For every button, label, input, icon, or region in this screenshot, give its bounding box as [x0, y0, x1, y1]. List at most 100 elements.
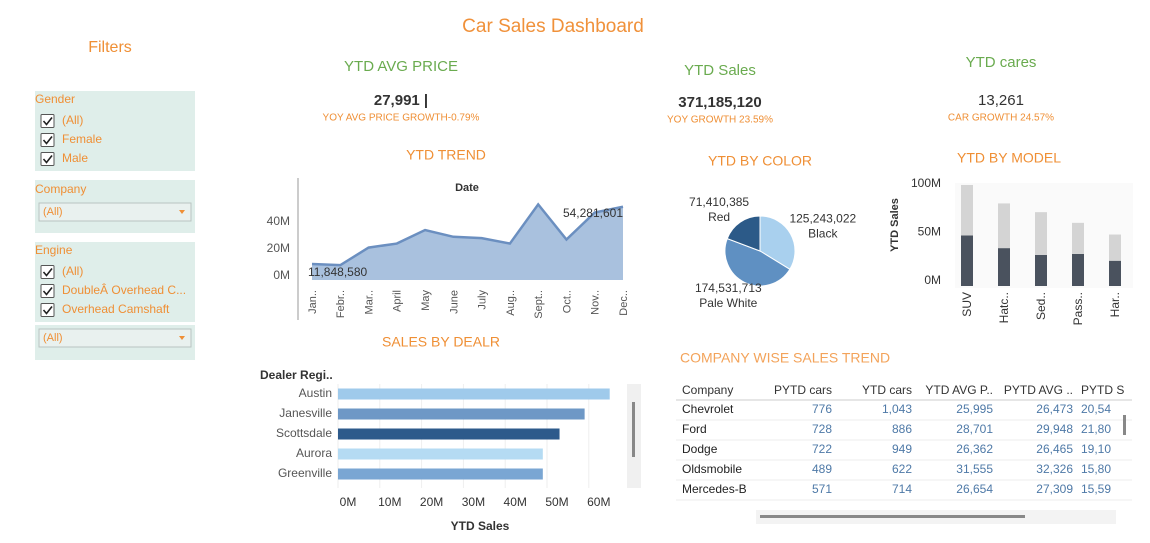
table-cell: 776 — [812, 402, 832, 416]
checkbox[interactable] — [40, 284, 55, 298]
table-cell: 489 — [812, 462, 832, 476]
table-cell: 622 — [892, 462, 912, 476]
checkbox-option[interactable]: Female — [40, 132, 102, 147]
dropdown[interactable]: (All) — [38, 202, 192, 222]
dropdown-box[interactable] — [38, 202, 192, 222]
y-tick-label: 0M — [924, 273, 941, 287]
column-header: YTD cars — [862, 383, 912, 397]
dropdown-box[interactable] — [38, 328, 192, 348]
y-tick-label: 100M — [911, 176, 941, 190]
option-label: (All) — [62, 113, 83, 127]
bar-segment — [1035, 212, 1047, 255]
x-tick-label: May — [420, 290, 432, 311]
table-cell: 32,326 — [1036, 462, 1073, 476]
x-tick-label: Hatc.. — [997, 292, 1011, 323]
x-tick-label: Febr.. — [335, 290, 347, 318]
check-mark — [42, 287, 53, 296]
table-cell: 1,043 — [882, 402, 912, 416]
y-tick-label: Aurora — [296, 446, 332, 460]
table-cell: 714 — [892, 482, 912, 496]
x-tick-label: 50M — [545, 495, 568, 509]
option-label: Male — [62, 151, 88, 165]
checkbox-option[interactable]: (All) — [40, 264, 83, 279]
chart-title: YTD TREND — [406, 147, 486, 163]
kpi-value: 27,991 | — [374, 92, 428, 109]
table-cell: 26,654 — [956, 482, 993, 496]
kpi-value: 371,185,120 — [678, 94, 761, 111]
checkbox-option[interactable]: Male — [40, 151, 88, 166]
bar — [338, 448, 543, 460]
table-cell: 26,465 — [1036, 442, 1073, 456]
column-header: YTD AVG P.. — [925, 383, 993, 397]
dropdown-arrow — [179, 336, 185, 340]
y-tick-label: Janesville — [279, 406, 332, 420]
scrollbar-thumb[interactable] — [632, 402, 635, 457]
checkbox-option[interactable]: DoubleÂ Overhead C... — [40, 282, 186, 298]
bar — [338, 428, 560, 440]
bar-segment — [998, 248, 1010, 286]
checkbox[interactable] — [40, 303, 55, 317]
kpi-growth: YOY AVG PRICE GROWTH-0.79% — [323, 113, 480, 124]
table-cell: 728 — [812, 422, 832, 436]
table-cell: 571 — [812, 482, 832, 496]
table-cell: 886 — [892, 422, 912, 436]
filter-panel — [35, 242, 195, 322]
table: Company PYTD cars YTD cars YTD AVG P.. PYTD … — [676, 380, 1132, 510]
chart-subtitle: Date — [455, 182, 479, 194]
y-tick-label: 40M — [267, 214, 290, 228]
bar-segment — [961, 235, 973, 286]
option-label: Female — [62, 132, 102, 146]
y-tick-label: Scottsdale — [276, 426, 332, 440]
checkbox-option[interactable]: Overhead Camshaft — [40, 302, 170, 317]
table-background — [676, 380, 1132, 510]
x-tick-label: 60M — [587, 495, 610, 509]
check-mark — [42, 117, 53, 126]
kpi-title: YTD cares — [966, 54, 1037, 71]
scrollbar-horizontal[interactable] — [760, 515, 1025, 518]
pie-value-label: 71,410,385 — [689, 195, 749, 209]
checkbox[interactable] — [40, 114, 55, 128]
x-tick-label: Mar.. — [363, 290, 375, 314]
dropdown-value: (All) — [43, 206, 63, 218]
chart-title: YTD BY MODEL — [957, 150, 1061, 166]
data-label: 11,848,580 — [308, 265, 367, 279]
check-mark — [42, 155, 53, 164]
bar — [338, 468, 543, 480]
check-mark — [42, 306, 53, 315]
table-cell: Chevrolet — [682, 402, 734, 416]
pie-category-label: Black — [808, 227, 838, 241]
kpi-growth: YOY GROWTH 23.59% — [667, 115, 773, 126]
y-tick-label: 50M — [918, 225, 941, 239]
bar-segment — [961, 184, 973, 236]
y-axis-title: YTD Sales — [889, 198, 901, 252]
x-tick-label: April — [392, 290, 404, 312]
filter-label: Gender — [35, 92, 75, 106]
dropdown[interactable]: (All) — [38, 328, 192, 348]
checkbox[interactable] — [40, 133, 55, 147]
checkbox[interactable] — [40, 265, 55, 279]
pie-slice — [724, 237, 791, 287]
pie-category-label: Pale White — [699, 296, 757, 310]
checkbox-option[interactable]: (All) — [40, 113, 83, 128]
x-tick-label: Aug.. — [505, 290, 517, 316]
y-tick-label: 20M — [267, 241, 290, 255]
table-cell: 15,59 — [1081, 482, 1111, 496]
x-tick-label: 30M — [462, 495, 485, 509]
table-cell: 21,80 — [1081, 422, 1111, 436]
line — [311, 202, 624, 267]
column-header: Company — [682, 383, 733, 397]
table-cell: 31,555 — [956, 462, 993, 476]
x-tick-label: Sept.. — [533, 290, 545, 319]
x-tick-label: Pass.. — [1071, 292, 1085, 325]
column-header: PYTD AVG .. — [1004, 383, 1073, 397]
y-tick-label: 0M — [273, 268, 290, 282]
table-cell: 28,701 — [956, 422, 993, 436]
x-tick-label: Dec.. — [618, 290, 630, 316]
check-mark — [42, 136, 53, 145]
pie-value-label: 125,243,022 — [789, 212, 856, 226]
checkbox[interactable] — [40, 152, 55, 166]
x-tick-label: 20M — [420, 495, 443, 509]
scrollbar-vertical[interactable] — [1123, 415, 1126, 435]
table-cell: Ford — [682, 422, 707, 436]
